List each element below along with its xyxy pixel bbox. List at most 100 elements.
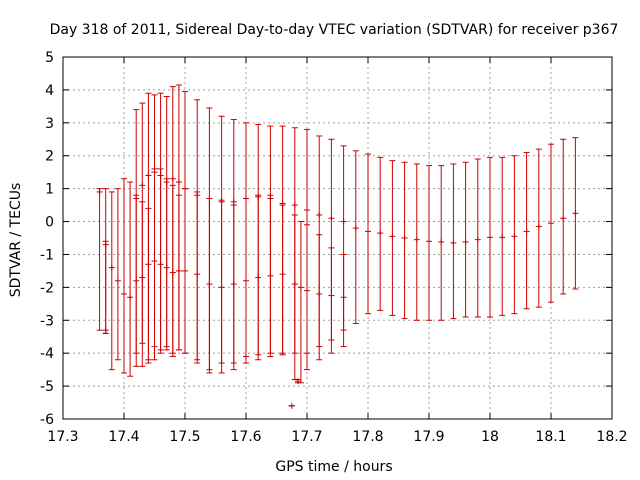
data-point (163, 264, 170, 271)
data-point (304, 207, 310, 214)
data-point (365, 228, 371, 235)
data-point (572, 210, 579, 217)
error-bar (401, 161, 408, 320)
data-point (304, 287, 310, 294)
x-tick-label: 18.2 (596, 429, 627, 445)
data-point (511, 233, 518, 240)
data-point (133, 277, 140, 284)
data-point (121, 290, 127, 297)
error-bar (267, 194, 274, 357)
error-bar (230, 204, 237, 371)
data-point (548, 220, 554, 227)
y-tick-label: -1 (40, 247, 54, 263)
error-bar (163, 178, 170, 351)
data-point (328, 215, 335, 222)
data-point (316, 290, 323, 297)
y-tick-label: 3 (45, 116, 54, 132)
y-tick-label: 5 (45, 50, 54, 66)
series-isolated-points (288, 378, 301, 409)
error-bar (206, 198, 213, 371)
error-bar (218, 201, 225, 374)
data-point (108, 264, 115, 271)
error-bar (474, 158, 481, 318)
data-point (182, 267, 188, 274)
error-bar (145, 207, 152, 364)
data-point (487, 234, 493, 241)
x-tick-label: 17.4 (108, 429, 139, 445)
data-point (102, 327, 109, 334)
error-bar (304, 224, 310, 371)
y-tick-label: 0 (45, 215, 54, 231)
data-point (340, 294, 347, 301)
error-bar (377, 156, 384, 311)
error-bar (328, 247, 335, 354)
axis-ticks: 17.3 17.4 17.5 17.6 17.7 17.8 17.9 18 18.1 18.2 -6… (40, 50, 628, 445)
y-tick-label: 1 (45, 182, 54, 198)
error-bar (133, 194, 140, 367)
x-tick-label: 18 (481, 429, 499, 445)
data-point (175, 179, 182, 186)
error-bar (102, 240, 109, 334)
data-point (169, 269, 176, 276)
error-bar (548, 143, 554, 303)
data-point (401, 235, 408, 241)
error-bar-series (96, 84, 579, 409)
data-point (175, 267, 182, 274)
error-bar (499, 156, 506, 316)
data-point (243, 277, 249, 284)
data-point (297, 284, 304, 291)
error-bar (572, 137, 579, 290)
error-bar (127, 181, 134, 377)
data-point (157, 261, 164, 268)
data-point (291, 281, 298, 288)
data-point (139, 182, 146, 189)
error-bar (194, 191, 201, 364)
data-point (145, 261, 152, 268)
data-point (523, 228, 530, 235)
y-tick-label: -4 (40, 346, 54, 362)
data-point (438, 238, 445, 245)
x-axis-label: GPS time / hours (275, 459, 392, 475)
data-point (413, 236, 420, 243)
error-bar (413, 163, 420, 321)
y-tick-label: 4 (45, 83, 54, 99)
y-axis-label: SDTVAR / TECUs (8, 183, 24, 298)
data-point (426, 238, 432, 245)
data-point (139, 274, 146, 281)
error-bar (462, 161, 469, 318)
error-bar (438, 165, 445, 321)
y-tick-label: 2 (45, 149, 54, 165)
series-early-points (96, 188, 109, 334)
data-point (340, 218, 347, 225)
error-bar (182, 188, 188, 354)
chart-title: Day 318 of 2011, Sidereal Day-to-day VTE… (50, 22, 619, 38)
data-point (255, 274, 262, 281)
data-point (294, 378, 301, 385)
x-tick-label: 17.6 (230, 429, 261, 445)
data-point (474, 236, 481, 243)
error-bar (297, 221, 304, 384)
y-tick-label: -2 (40, 280, 54, 296)
x-tick-label: 17.8 (352, 429, 383, 445)
error-bar (108, 191, 115, 371)
error-bar (175, 194, 182, 351)
data-point (377, 230, 384, 237)
data-point (218, 284, 225, 291)
data-point (114, 277, 121, 284)
error-bar (279, 204, 286, 354)
data-point (291, 202, 298, 209)
error-bar (352, 150, 359, 325)
error-bar (365, 153, 371, 315)
error-bar (389, 160, 396, 316)
error-bar (511, 155, 518, 315)
data-point (151, 165, 158, 172)
x-tick-label: 17.7 (291, 429, 322, 445)
data-point (499, 234, 506, 241)
data-point (462, 238, 469, 245)
error-bar (291, 214, 298, 381)
data-point (316, 211, 323, 218)
error-bar (96, 188, 103, 331)
error-bar (535, 148, 542, 308)
